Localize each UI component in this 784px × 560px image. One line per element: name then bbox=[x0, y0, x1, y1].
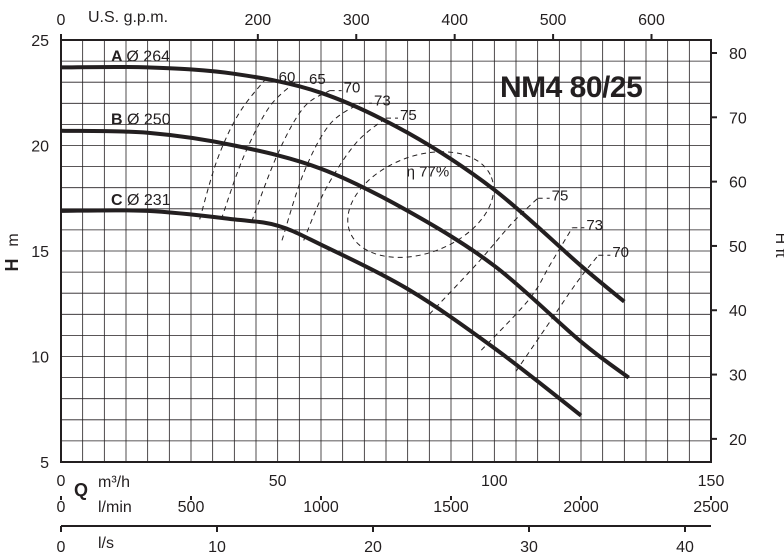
performance-curves bbox=[60, 64, 630, 418]
curve-B bbox=[60, 128, 630, 380]
lmin-tick-label: 500 bbox=[178, 499, 205, 516]
lmin-tick-label: 2500 bbox=[693, 499, 729, 516]
m3h-axis-ticks: 0 50 100 150 bbox=[57, 473, 725, 490]
efficiency-label-75: 75 bbox=[400, 107, 417, 124]
right-tick-label: 70 bbox=[729, 110, 747, 127]
left-axis-title: H m bbox=[2, 233, 22, 271]
efficiency-curve-73 bbox=[281, 102, 361, 241]
top-tick-label: 600 bbox=[638, 12, 665, 29]
top-axis-label: U.S. g.p.m. bbox=[88, 9, 168, 26]
q-symbol: Q bbox=[74, 480, 88, 500]
left-tick-label: 25 bbox=[31, 33, 49, 50]
ls-tick-label: 10 bbox=[208, 539, 226, 556]
ls-tick-label: 40 bbox=[676, 539, 694, 556]
ls-tick-label: 30 bbox=[520, 539, 538, 556]
m3h-tick-label: 50 bbox=[269, 473, 287, 490]
right-tick-label: 40 bbox=[729, 303, 747, 320]
efficiency-curve-75 bbox=[303, 117, 387, 241]
m3h-tick-label: 150 bbox=[698, 473, 725, 490]
lmin-tick-label: 0 bbox=[57, 499, 66, 516]
left-axis-ticks: 5 10 15 20 25 bbox=[31, 33, 49, 472]
efficiency-label-73: 73 bbox=[586, 217, 603, 234]
efficiency-curve-70 bbox=[515, 254, 599, 372]
top-tick-label: 400 bbox=[441, 12, 468, 29]
ls-tick-label: 0 bbox=[57, 539, 66, 556]
curve-label-B: B Ø 250 bbox=[111, 112, 171, 129]
left-tick-label: 15 bbox=[31, 244, 49, 261]
m3h-tick-label: 0 bbox=[57, 473, 66, 490]
lmin-axis-label: l/min bbox=[98, 499, 132, 516]
efficiency-peak-label: η 77% bbox=[407, 164, 450, 181]
curve-label-C: C Ø 231 bbox=[111, 192, 171, 209]
model-title: NM4 80/25 bbox=[500, 71, 642, 104]
lmin-tick-label: 1000 bbox=[303, 499, 339, 516]
right-tick-label: 80 bbox=[729, 46, 747, 63]
right-tick-label: 20 bbox=[729, 432, 747, 449]
curve-labels: 60 65 70 73 75 η 77% 75 73 70 A Ø 264 B Ø 250 C Ø 2… bbox=[111, 48, 629, 261]
efficiency-label-70: 70 bbox=[612, 244, 629, 261]
top-tick-label: 0 bbox=[57, 12, 66, 29]
right-tick-label: 60 bbox=[729, 175, 747, 192]
grid bbox=[61, 40, 711, 462]
left-axis-symbol: H bbox=[2, 259, 22, 272]
left-tick-label: 10 bbox=[31, 350, 49, 367]
efficiency-curve-73 bbox=[480, 227, 573, 351]
efficiency-curve-65 bbox=[220, 81, 296, 220]
efficiency-ellipse bbox=[347, 151, 495, 258]
efficiency-curve-70 bbox=[251, 90, 330, 222]
top-tick-label: 200 bbox=[244, 12, 271, 29]
m3h-tick-label: 100 bbox=[481, 473, 508, 490]
top-tick-label: 500 bbox=[540, 12, 567, 29]
top-tick-label: 300 bbox=[343, 12, 370, 29]
right-axis-title: H ft bbox=[772, 233, 784, 258]
plot-frame bbox=[60, 39, 712, 463]
lmin-axis-ticks: 0 500 1000 1500 2000 2500 bbox=[57, 496, 729, 516]
efficiency-curve-75 bbox=[428, 197, 539, 315]
top-axis-ticks: 0 200 300 400 500 600 bbox=[57, 12, 665, 40]
right-tick-label: 30 bbox=[729, 368, 747, 385]
lmin-tick-label: 2000 bbox=[563, 499, 599, 516]
efficiency-label-60: 60 bbox=[279, 69, 296, 86]
efficiency-label-65: 65 bbox=[309, 71, 326, 88]
efficiency-label-75: 75 bbox=[552, 187, 569, 204]
lmin-tick-label: 1500 bbox=[433, 499, 469, 516]
right-tick-label: 50 bbox=[729, 239, 747, 256]
m3h-axis-label: m³/h bbox=[98, 474, 130, 491]
efficiency-label-70: 70 bbox=[344, 80, 361, 97]
ls-axis-ticks: 0 10 20 30 40 bbox=[57, 526, 694, 556]
curve-label-A: A Ø 264 bbox=[111, 48, 170, 65]
right-axis-ticks: 20 30 40 50 60 70 80 bbox=[711, 46, 747, 449]
left-tick-label: 5 bbox=[40, 455, 49, 472]
efficiency-label-73: 73 bbox=[374, 92, 391, 109]
curve-C bbox=[60, 208, 583, 418]
left-axis-unit: m bbox=[5, 233, 22, 246]
left-tick-label: 20 bbox=[31, 139, 49, 156]
ls-tick-label: 20 bbox=[364, 539, 382, 556]
curve-A bbox=[60, 64, 626, 304]
ls-axis-label: l/s bbox=[98, 535, 114, 552]
efficiency-curve-60 bbox=[199, 79, 266, 220]
